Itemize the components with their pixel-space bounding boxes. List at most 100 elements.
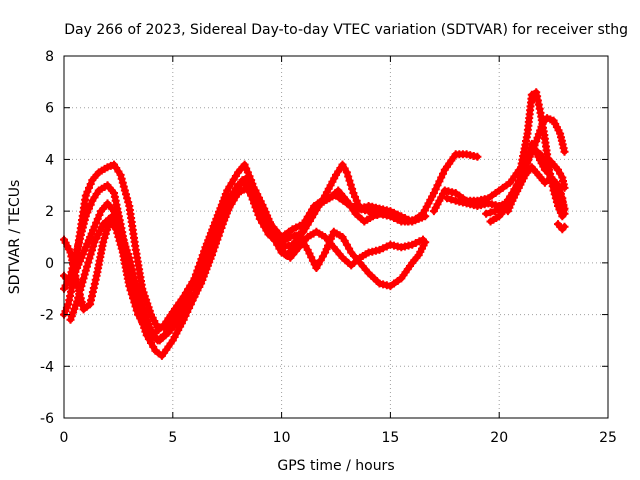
- data-point: [220, 221, 226, 227]
- series-track-10: [503, 139, 569, 216]
- data-point: [327, 195, 332, 201]
- y-axis-title: SDTVAR / TECUs: [7, 180, 23, 295]
- data-point: [405, 219, 411, 224]
- data-point: [65, 301, 71, 307]
- data-point: [261, 206, 267, 212]
- data-point: [92, 239, 97, 245]
- data-point: [135, 312, 141, 318]
- data-point: [68, 317, 73, 323]
- data-point: [94, 273, 100, 279]
- data-point: [453, 151, 459, 157]
- data-point: [83, 244, 89, 250]
- data-point: [496, 188, 502, 193]
- data-point: [111, 190, 117, 196]
- data-point: [379, 211, 385, 217]
- data-point: [235, 169, 241, 175]
- data-point: [126, 255, 132, 261]
- x-axis-title: GPS time / hours: [277, 458, 394, 474]
- data-point: [522, 167, 528, 173]
- data-point: [340, 234, 345, 240]
- data-point: [181, 294, 187, 299]
- data-point: [533, 89, 539, 95]
- data-point: [357, 260, 363, 266]
- data-point: [431, 208, 437, 214]
- data-point: [198, 281, 204, 286]
- data-point: [361, 219, 367, 224]
- data-point: [488, 219, 493, 224]
- data-point: [318, 200, 324, 206]
- data-point: [290, 226, 295, 232]
- data-point: [453, 198, 459, 204]
- data-point: [96, 169, 102, 175]
- y-tick-label: 0: [45, 256, 54, 272]
- data-point: [422, 213, 428, 219]
- data-point: [242, 162, 248, 168]
- data-point: [535, 154, 541, 160]
- data-point: [239, 177, 245, 183]
- x-tick-label: 5: [168, 430, 177, 446]
- data-point: [305, 247, 311, 253]
- data-point: [396, 216, 402, 222]
- data-point: [348, 262, 354, 268]
- data-point: [133, 247, 139, 253]
- data-point: [68, 250, 73, 255]
- y-tick-label: 6: [45, 101, 54, 117]
- data-point: [331, 229, 337, 235]
- data-point: [322, 234, 328, 240]
- data-point: [266, 231, 271, 237]
- data-point: [118, 172, 124, 178]
- data-point: [485, 195, 491, 201]
- data-point: [474, 154, 480, 160]
- data-point: [444, 195, 450, 201]
- data-point: [551, 118, 557, 124]
- data-point: [192, 275, 198, 281]
- data-point: [170, 337, 176, 343]
- data-point: [335, 188, 341, 193]
- data-point: [83, 268, 89, 274]
- tick-label-layer: 0 5 10 15 20 25 -6 -4 -2 0 2 4 6 8: [40, 49, 617, 446]
- data-point: [105, 200, 110, 206]
- series-track-11: [554, 220, 569, 234]
- data-point: [464, 200, 470, 206]
- data-point: [109, 213, 115, 219]
- y-tick-label: 8: [45, 49, 54, 65]
- data-point: [409, 242, 415, 248]
- data-point: [562, 224, 567, 230]
- data-point: [100, 239, 106, 245]
- plot-frame: [63, 55, 609, 419]
- data-point: [150, 332, 156, 338]
- data-point: [514, 188, 520, 193]
- data-point: [68, 281, 73, 286]
- data-point: [431, 190, 437, 196]
- y-tick-label: 4: [45, 152, 54, 168]
- chart-title: Day 266 of 2023, Sidereal Day-to-day VTE…: [64, 22, 628, 38]
- data-point: [283, 252, 289, 258]
- data-point: [244, 175, 250, 180]
- data-point: [111, 162, 117, 168]
- data-point: [170, 309, 176, 315]
- data-point: [538, 110, 543, 116]
- data-point: [529, 92, 535, 98]
- data-point: [98, 208, 104, 214]
- y-tick-label: -6: [40, 411, 54, 427]
- data-point: [89, 198, 95, 204]
- data-point: [209, 252, 215, 258]
- data-point: [557, 131, 563, 137]
- data-point: [135, 291, 141, 297]
- data-point: [305, 234, 311, 240]
- data-point: [187, 301, 193, 307]
- data-point: [540, 120, 546, 126]
- data-point: [344, 169, 350, 175]
- data-point: [152, 348, 158, 354]
- data-point: [309, 211, 315, 217]
- data-point: [409, 260, 415, 266]
- data-point: [559, 195, 565, 201]
- data-point: [535, 172, 541, 178]
- x-tick-label: 0: [60, 430, 69, 446]
- x-tick-label: 10: [273, 430, 291, 446]
- data-point: [387, 242, 393, 248]
- data-point: [344, 198, 350, 204]
- data-point: [144, 332, 150, 338]
